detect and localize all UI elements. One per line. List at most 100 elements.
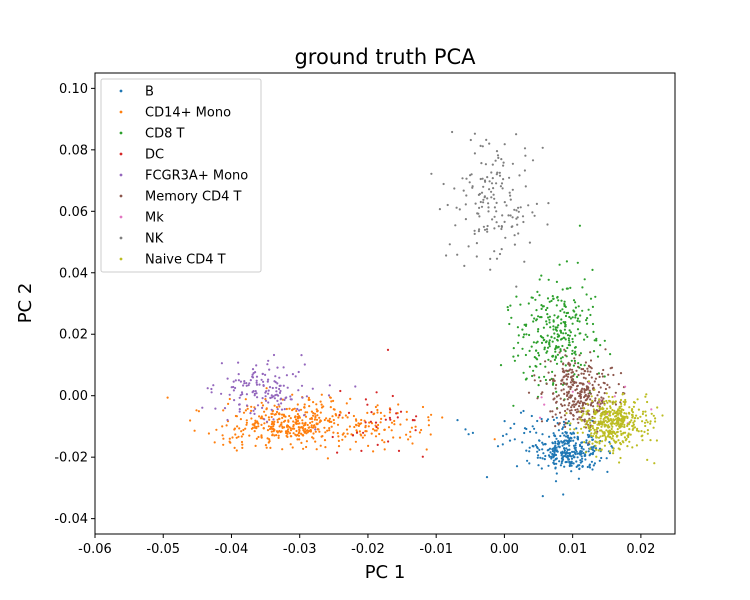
data-point bbox=[251, 368, 255, 371]
data-point bbox=[599, 429, 602, 432]
data-point bbox=[271, 412, 274, 415]
data-point bbox=[564, 338, 567, 341]
data-point bbox=[166, 396, 169, 399]
data-point bbox=[268, 386, 272, 389]
data-point bbox=[551, 410, 554, 413]
data-point bbox=[516, 216, 519, 219]
data-point bbox=[474, 202, 477, 205]
data-point bbox=[549, 360, 552, 363]
data-point bbox=[480, 162, 483, 165]
data-point bbox=[509, 194, 512, 197]
data-point bbox=[572, 462, 575, 465]
data-point bbox=[561, 308, 564, 311]
data-point bbox=[342, 432, 345, 435]
data-point bbox=[493, 206, 496, 209]
data-point bbox=[581, 404, 584, 407]
data-point bbox=[544, 454, 547, 458]
data-point bbox=[548, 341, 551, 344]
data-point bbox=[539, 362, 542, 366]
data-point bbox=[332, 418, 335, 422]
data-point bbox=[337, 416, 340, 419]
data-point bbox=[640, 435, 643, 438]
data-point bbox=[569, 422, 572, 425]
data-point bbox=[545, 382, 548, 385]
data-point bbox=[364, 424, 367, 427]
data-point bbox=[565, 260, 569, 263]
data-point bbox=[646, 432, 649, 435]
data-point bbox=[518, 174, 521, 177]
data-point bbox=[528, 241, 532, 244]
data-point bbox=[631, 428, 634, 431]
data-point bbox=[309, 421, 312, 424]
data-point bbox=[242, 384, 245, 387]
data-point bbox=[303, 414, 306, 417]
data-point bbox=[546, 223, 549, 226]
data-point bbox=[555, 437, 558, 440]
data-point bbox=[311, 387, 314, 390]
data-point bbox=[524, 154, 527, 157]
data-point bbox=[273, 397, 276, 400]
data-point bbox=[584, 426, 588, 429]
data-point bbox=[590, 395, 593, 398]
data-point bbox=[535, 431, 538, 434]
data-point bbox=[548, 455, 551, 458]
legend-label: NK bbox=[145, 232, 164, 247]
data-point bbox=[513, 243, 517, 246]
data-point bbox=[430, 172, 433, 175]
data-point bbox=[580, 389, 583, 392]
data-point bbox=[243, 382, 246, 385]
data-point bbox=[551, 452, 554, 456]
data-point bbox=[523, 427, 527, 430]
data-point bbox=[241, 393, 244, 396]
data-point bbox=[563, 348, 566, 351]
data-point bbox=[484, 163, 487, 166]
data-point bbox=[515, 285, 518, 288]
data-point bbox=[602, 397, 605, 400]
data-point bbox=[189, 419, 192, 422]
data-point bbox=[233, 427, 236, 430]
data-point bbox=[274, 413, 277, 416]
data-point bbox=[276, 408, 279, 411]
data-point bbox=[558, 351, 561, 354]
data-point bbox=[306, 411, 309, 414]
data-point bbox=[611, 430, 614, 434]
data-point bbox=[242, 433, 245, 436]
data-point bbox=[556, 338, 559, 341]
data-point bbox=[360, 449, 363, 452]
data-point bbox=[580, 368, 583, 371]
data-point bbox=[503, 143, 506, 146]
data-point bbox=[547, 464, 550, 467]
data-point bbox=[599, 420, 602, 423]
data-point bbox=[551, 441, 554, 444]
data-point bbox=[278, 391, 282, 394]
data-point bbox=[390, 429, 393, 432]
data-point bbox=[490, 190, 493, 193]
data-point bbox=[292, 408, 295, 411]
data-point bbox=[501, 187, 504, 190]
data-point bbox=[531, 444, 534, 448]
data-point bbox=[546, 350, 549, 353]
data-point bbox=[581, 460, 584, 463]
data-point bbox=[258, 415, 261, 418]
data-point bbox=[587, 442, 590, 445]
data-point bbox=[333, 408, 336, 411]
data-point bbox=[546, 306, 549, 310]
series-cd14-mono bbox=[166, 387, 496, 460]
data-point bbox=[517, 354, 520, 357]
data-point bbox=[234, 414, 237, 418]
data-point bbox=[598, 405, 601, 408]
data-point bbox=[563, 404, 566, 407]
data-point bbox=[497, 225, 500, 228]
data-point bbox=[370, 411, 373, 414]
data-point bbox=[521, 328, 524, 331]
data-point bbox=[548, 300, 551, 303]
x-tick-label: -0.05 bbox=[146, 542, 180, 557]
data-point bbox=[641, 420, 644, 423]
data-point bbox=[221, 425, 224, 428]
data-point bbox=[579, 352, 583, 355]
data-point bbox=[559, 464, 563, 467]
data-point bbox=[545, 419, 549, 422]
data-point bbox=[611, 408, 614, 412]
data-point bbox=[546, 418, 550, 421]
data-point bbox=[594, 377, 598, 380]
